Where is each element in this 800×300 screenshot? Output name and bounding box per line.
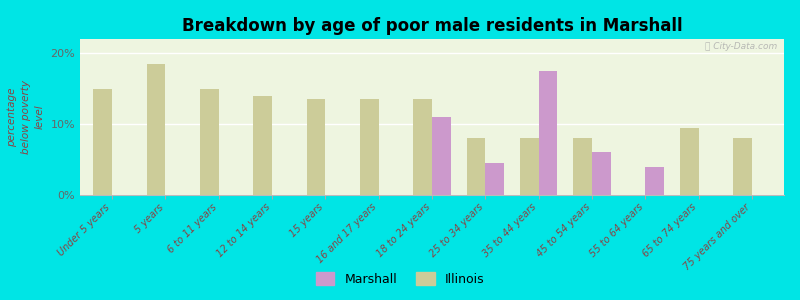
- Bar: [646, 167, 664, 195]
- Bar: [538, 71, 558, 195]
- Bar: [200, 88, 218, 195]
- Bar: [592, 152, 610, 195]
- Bar: [306, 99, 326, 195]
- Bar: [486, 163, 504, 195]
- Bar: [432, 117, 450, 195]
- Legend: Marshall, Illinois: Marshall, Illinois: [310, 267, 490, 291]
- Title: Breakdown by age of poor male residents in Marshall: Breakdown by age of poor male residents …: [182, 17, 682, 35]
- Bar: [734, 138, 752, 195]
- Bar: [520, 138, 538, 195]
- Bar: [254, 96, 272, 195]
- Bar: [680, 128, 698, 195]
- Text: Ⓢ City-Data.com: Ⓢ City-Data.com: [705, 42, 777, 51]
- Bar: [94, 88, 112, 195]
- Bar: [466, 138, 486, 195]
- Y-axis label: percentage
below poverty
level: percentage below poverty level: [7, 80, 45, 154]
- Bar: [146, 64, 166, 195]
- Bar: [574, 138, 592, 195]
- Bar: [360, 99, 378, 195]
- Bar: [414, 99, 432, 195]
